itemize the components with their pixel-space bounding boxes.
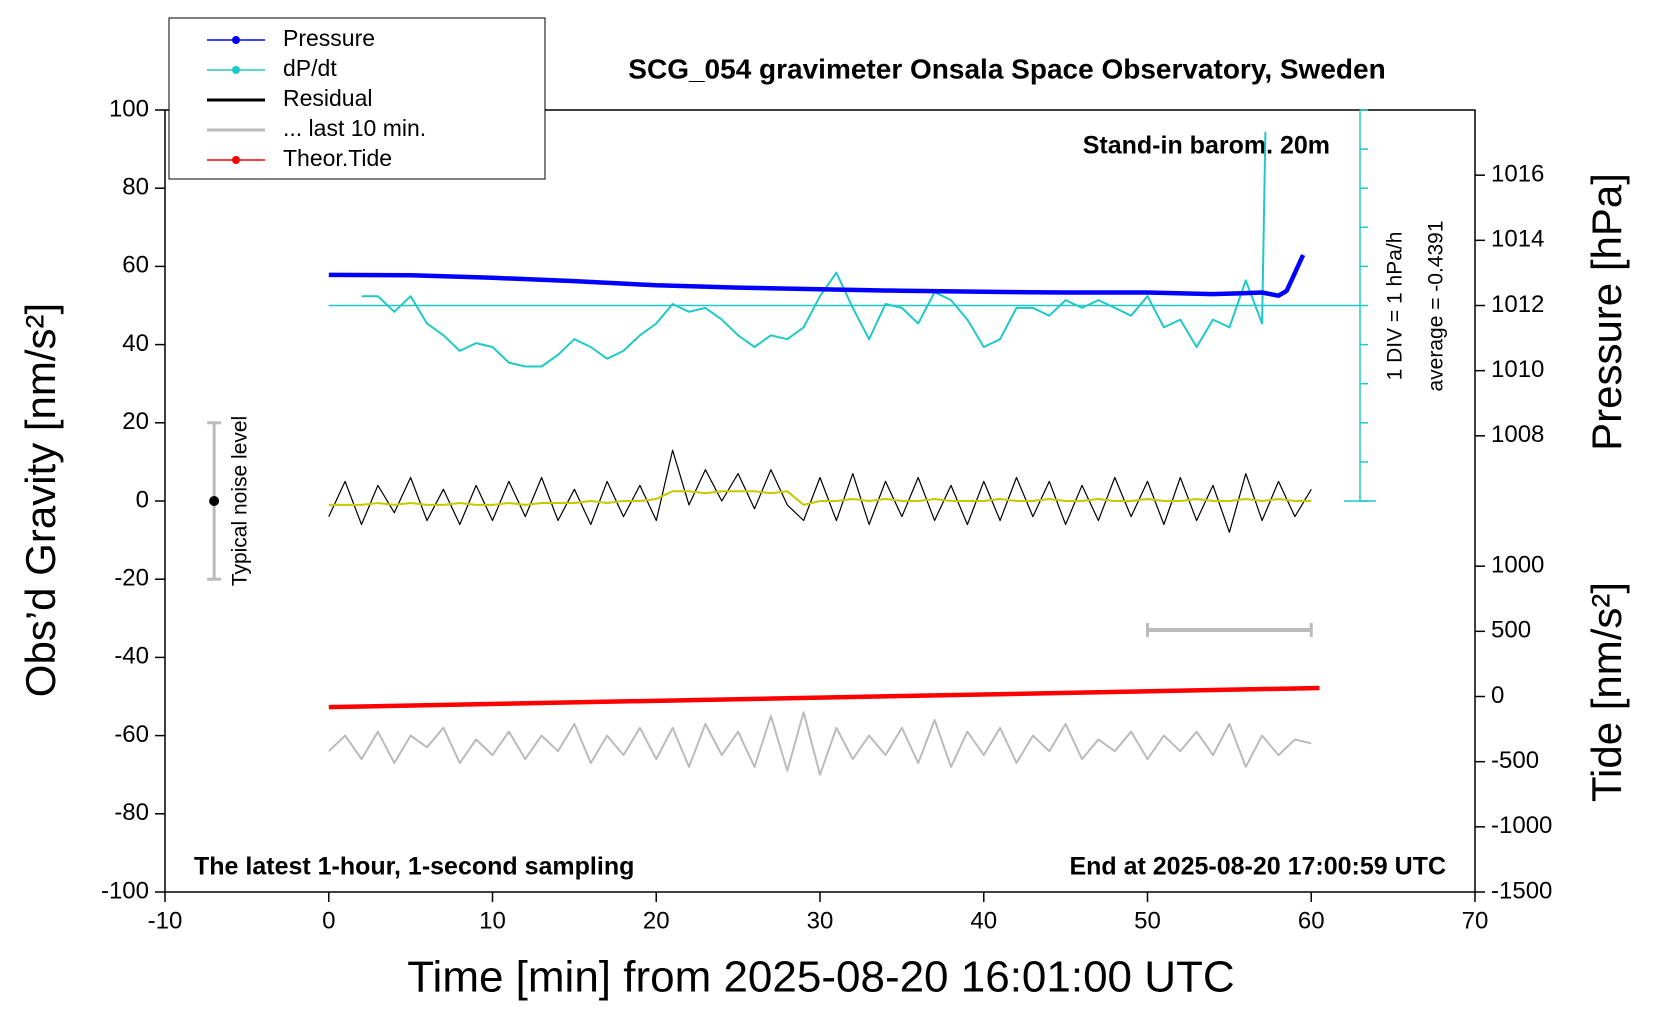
- series-line: [328, 254, 1306, 298]
- annotation: Stand-in barom. 20m: [1083, 132, 1330, 160]
- x-tick-label: 30: [807, 907, 834, 934]
- y3-tick-label: 1000: [1491, 552, 1544, 579]
- y2-tick-label: 1008: [1491, 421, 1544, 448]
- legend-label: Theor.Tide: [283, 145, 392, 171]
- series-line: [361, 131, 1267, 368]
- legend-label: Pressure: [283, 25, 375, 51]
- y3-tick-label: 0: [1491, 682, 1504, 709]
- series-line: [328, 449, 1312, 533]
- x-tick-label: 70: [1462, 907, 1489, 934]
- y-tick-label: 20: [122, 408, 149, 435]
- y3-axis-label: Tide [nm/s²]: [1583, 582, 1630, 802]
- legend-label: ... last 10 min.: [283, 115, 426, 141]
- series-line: [328, 685, 1320, 710]
- y-tick-label: -20: [114, 565, 149, 592]
- y-tick-label: 60: [122, 252, 149, 279]
- y3-tick-label: -1000: [1491, 812, 1552, 839]
- x-tick-label: 60: [1298, 907, 1325, 934]
- chart-title: SCG_054 gravimeter Onsala Space Observat…: [628, 53, 1385, 84]
- x-tick-label: 0: [322, 907, 335, 934]
- x-tick-label: 10: [479, 907, 506, 934]
- series-line: [328, 490, 1312, 506]
- y-tick-label: 100: [109, 95, 149, 122]
- y2-tick-label: 1012: [1491, 291, 1544, 318]
- y3-tick-label: -500: [1491, 747, 1539, 774]
- legend-label: Residual: [283, 85, 373, 111]
- y-tick-label: -80: [114, 799, 149, 826]
- y-tick-label: 80: [122, 174, 149, 201]
- annotation: The latest 1-hour, 1-second sampling: [194, 853, 634, 881]
- y2-tick-label: 1014: [1491, 226, 1544, 253]
- y3-tick-label: 500: [1491, 617, 1531, 644]
- y-axis-label: Obs’d Gravity [nm/s²]: [17, 303, 64, 697]
- y2-axis-label: Pressure [hPa]: [1583, 173, 1630, 451]
- y-tick-label: 0: [136, 486, 149, 513]
- x-tick-label: -10: [148, 907, 183, 934]
- x-tick-label: 40: [970, 907, 997, 934]
- x-tick-label: 20: [643, 907, 670, 934]
- y2-tick-label: 1016: [1491, 161, 1544, 188]
- legend-marker: [232, 156, 240, 164]
- legend-marker: [232, 66, 240, 74]
- y2-tick-label: 1010: [1491, 356, 1544, 383]
- y-tick-label: -100: [101, 877, 149, 904]
- annotation: End at 2025-08-20 17:00:59 UTC: [1069, 853, 1446, 881]
- y-tick-label: -40: [114, 643, 149, 670]
- x-tick-label: 50: [1134, 907, 1161, 934]
- series-line: [328, 711, 1312, 776]
- annotation: Typical noise level: [229, 416, 252, 586]
- x-axis-label: Time [min] from 2025-08-20 16:01:00 UTC: [407, 953, 1234, 1002]
- legend-marker: [232, 36, 240, 44]
- annotation: average = -0.4391: [1425, 220, 1448, 391]
- y-tick-label: 40: [122, 330, 149, 357]
- legend-label: dP/dt: [283, 55, 337, 81]
- noise-center: [209, 496, 220, 506]
- y3-tick-label: -1500: [1491, 877, 1552, 904]
- y-tick-label: -60: [114, 721, 149, 748]
- annotation: 1 DIV = 1 hPa/h: [1384, 232, 1407, 381]
